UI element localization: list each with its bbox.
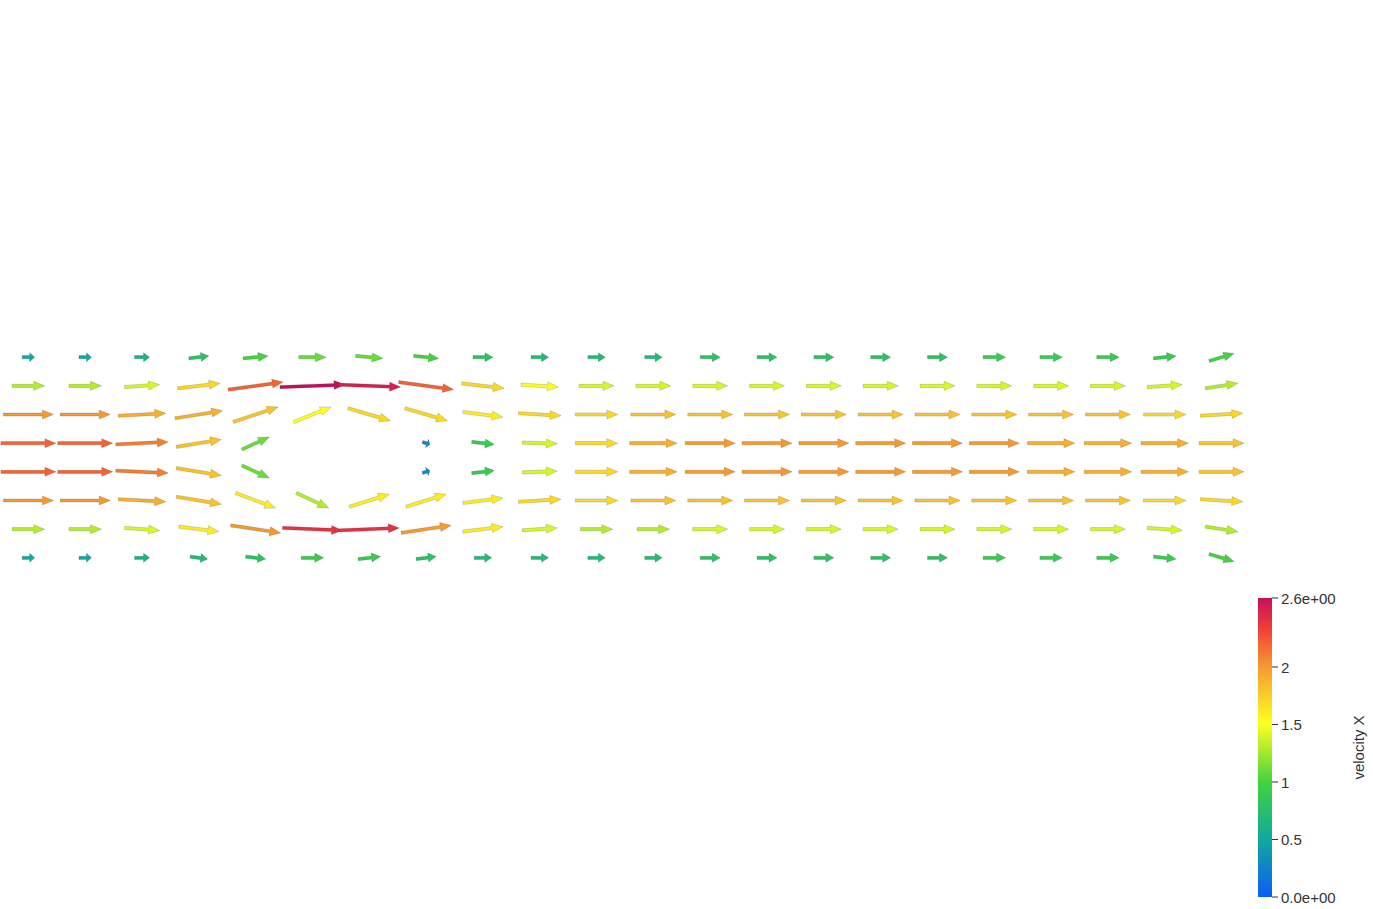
- svg-text:1.5: 1.5: [1281, 716, 1302, 733]
- svg-text:0.0e+00: 0.0e+00: [1281, 889, 1336, 906]
- svg-text:1: 1: [1281, 774, 1289, 791]
- svg-text:2: 2: [1281, 659, 1289, 676]
- svg-text:velocity X: velocity X: [1350, 715, 1367, 779]
- svg-text:0.5: 0.5: [1281, 831, 1302, 848]
- svg-text:2.6e+00: 2.6e+00: [1281, 590, 1336, 607]
